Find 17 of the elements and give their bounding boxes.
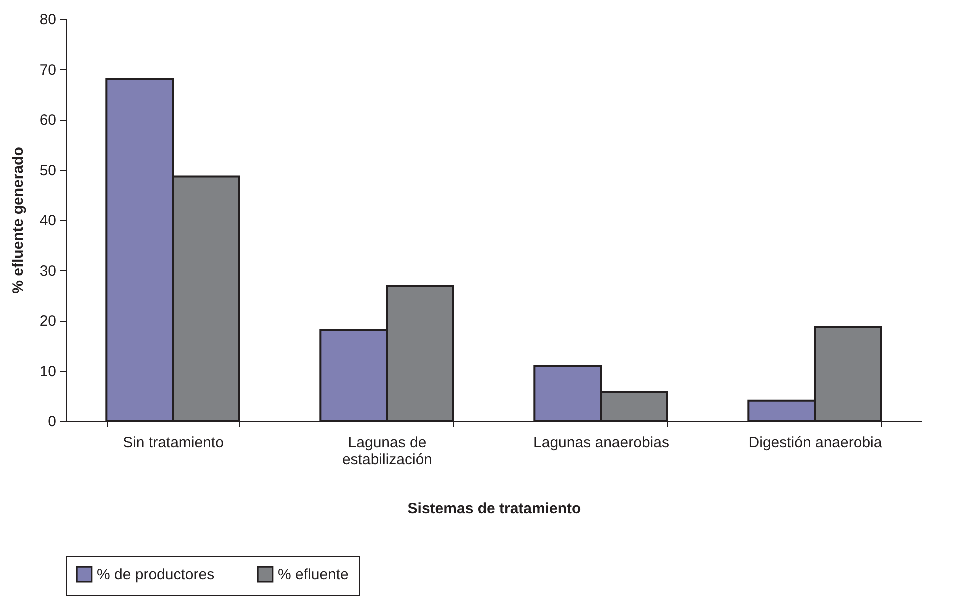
x-tick-label: Lagunas anaerobias [534, 434, 670, 452]
x-tick-label: Digestión anaerobia [748, 434, 883, 452]
y-tick-label: 0 [48, 414, 56, 430]
x-axis-title: Sistemas de tratamiento [408, 500, 582, 518]
y-tick-label: 10 [40, 363, 56, 380]
y-tick-label: 50 [40, 162, 56, 180]
y-tick-label: 70 [40, 62, 56, 79]
y-axis-title: % efluente generado [10, 147, 27, 294]
y-tick-label: 80 [40, 12, 56, 28]
legend-label: % de productores [97, 566, 215, 584]
legend-label: % efluente [278, 566, 349, 584]
y-tick-label: 60 [40, 112, 56, 129]
x-tick-label: Sin tratamiento [123, 434, 224, 452]
y-tick-label: 40 [40, 212, 56, 230]
x-tick-label: Lagunas de estabilización [342, 434, 433, 468]
y-tick-label: 20 [40, 313, 56, 330]
y-tick-label: 30 [40, 262, 56, 280]
